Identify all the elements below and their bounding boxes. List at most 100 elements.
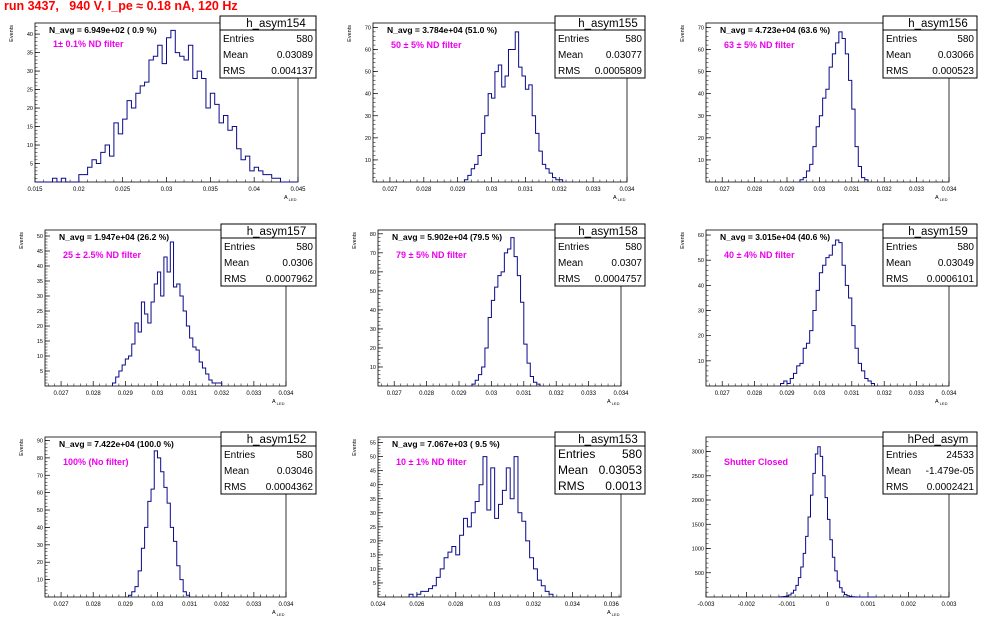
stats-value: 0.0013	[605, 479, 642, 493]
y-tick-label: 15	[370, 553, 376, 559]
y-tick-label: 60	[365, 48, 371, 54]
x-tick-label: 0.028	[86, 391, 102, 397]
x-tick-label: 0.024	[370, 602, 386, 608]
y-tick-label: 35	[27, 51, 33, 57]
filter-annotation: 10 ± 1% ND filter	[396, 457, 467, 467]
filter-annotation: 50 ± 5% ND filter	[391, 40, 462, 50]
stats-value: 580	[625, 242, 642, 253]
stats-value: 580	[957, 34, 974, 45]
stats-value: 0.03077	[606, 50, 643, 61]
y-tick-label: 40	[37, 525, 43, 531]
stats-label: Entries	[223, 34, 254, 45]
stats-label: Entries	[558, 242, 589, 253]
y-tick-label: 40	[698, 92, 704, 98]
stats-box: h_asym158 Entries 580 Mean 0.0307 RMS 0.000475…	[554, 223, 646, 287]
stats-value: 0.03046	[277, 466, 314, 477]
y-tick-label: 15	[37, 339, 43, 345]
stats-value: 0.0306	[282, 258, 313, 269]
y-tick-label: 1000	[692, 547, 704, 553]
x-axis-title: ALED	[272, 399, 285, 406]
x-tick-label: 0.04	[248, 187, 260, 193]
y-tick-label: 70	[370, 251, 376, 257]
y-tick-label: 50	[370, 289, 376, 295]
stats-box-frame	[219, 15, 317, 79]
y-tick-label: 1500	[692, 522, 704, 528]
stats-value: 0.0006101	[927, 274, 975, 285]
x-tick-label: 0.029	[118, 391, 134, 397]
stats-box-frame	[882, 431, 978, 495]
stats-title: h_asym159	[908, 226, 967, 238]
x-tick-label: 0.031	[518, 187, 534, 193]
x-axis-title: ALED	[607, 399, 620, 406]
stats-value: 24533	[946, 450, 974, 461]
x-tick-label: 0.031	[516, 391, 532, 397]
stats-value: 580	[625, 34, 642, 45]
y-tick-label: 10	[370, 567, 376, 573]
x-tick-label: 0.028	[747, 391, 763, 397]
x-tick-label: 0.034	[278, 602, 294, 608]
stats-label: Entries	[558, 34, 589, 45]
y-tick-label: 50	[37, 234, 43, 240]
x-tick-label: 0.045	[290, 187, 306, 193]
x-tick-label: 0.036	[604, 602, 620, 608]
plot-frame	[377, 436, 622, 598]
x-tick-label: 0.03	[489, 602, 501, 608]
y-tick-label: 40	[370, 308, 376, 314]
y-tick-label: 30	[365, 114, 371, 120]
y-tick-label: 30	[698, 309, 704, 315]
stats-box: h_asym155 Entries 580 Mean 0.03077 RMS 0.00058…	[554, 15, 646, 79]
y-tick-label: 500	[695, 571, 704, 577]
filter-annotation: 79 ± 5% ND filter	[396, 250, 467, 260]
y-axis-title: Events	[19, 232, 25, 249]
filter-annotation: 25 ± 2.5% ND filter	[63, 250, 141, 260]
stats-label: Entries	[558, 447, 595, 461]
run-title: run 3437, 940 V, I_pe ≈ 0.18 nA, 120 Hz	[4, 0, 238, 13]
y-tick-label: 70	[365, 25, 371, 31]
stats-box-frame	[220, 431, 317, 495]
x-tick-label: 0.03	[486, 187, 498, 193]
x-tick-label: 0.033	[246, 391, 262, 397]
x-tick-label: 0.034	[619, 187, 635, 193]
x-tick-label: 0.027	[715, 187, 731, 193]
x-tick-label: 0.027	[54, 391, 70, 397]
x-tick-label: 0.03	[814, 391, 826, 397]
x-tick-label: 0.032	[552, 187, 568, 193]
x-tick-label: 0.027	[715, 391, 731, 397]
stats-box: h_asym159 Entries 580 Mean 0.03049 RMS 0.00061…	[882, 223, 978, 287]
y-tick-label: 5	[30, 162, 33, 168]
stats-label: Entries	[886, 34, 917, 45]
x-tick-label: 0.03	[161, 187, 173, 193]
stats-value: 0.004137	[271, 66, 313, 77]
y-tick-label: 10	[27, 143, 33, 149]
y-tick-label: 80	[37, 456, 43, 462]
stats-label: Entries	[886, 242, 917, 253]
x-tick-label: -0.002	[738, 602, 756, 608]
stats-value: 0.03049	[938, 258, 975, 269]
stats-label: RMS	[558, 66, 581, 77]
stats-label: RMS	[558, 479, 585, 493]
histogram-line	[799, 31, 869, 182]
stats-box-frame	[554, 15, 646, 79]
x-axis-title: ALED	[935, 399, 948, 406]
histogram-panel-h_asym155: 0.027 0.028 0.029 0.03 0.031 0.032 0.033 0.034 1…	[347, 15, 646, 202]
histogram-line	[35, 29, 298, 183]
x-tick-label: 0.033	[909, 391, 925, 397]
y-tick-label: 10	[365, 158, 371, 164]
y-tick-label: 20	[365, 136, 371, 142]
stats-value: 580	[296, 242, 313, 253]
filter-annotation: 100% (No filter)	[63, 457, 129, 467]
stats-label: RMS	[223, 66, 246, 77]
y-tick-label: 45	[37, 249, 43, 255]
x-tick-label: 0.027	[382, 187, 398, 193]
y-tick-label: 30	[698, 114, 704, 120]
stats-label: Mean	[223, 50, 248, 61]
y-tick-label: 20	[37, 324, 43, 330]
stats-label: Entries	[224, 450, 255, 461]
stats-title: h_asym153	[578, 434, 637, 446]
y-tick-label: 60	[698, 48, 704, 54]
stats-box: h_asym156 Entries 580 Mean 0.03066 RMS 0.00052…	[882, 15, 978, 79]
y-tick-label: 40	[365, 92, 371, 98]
stats-box: h_asym157 Entries 580 Mean 0.0306 RMS 0.000796…	[220, 223, 317, 287]
y-tick-label: 70	[698, 25, 704, 31]
